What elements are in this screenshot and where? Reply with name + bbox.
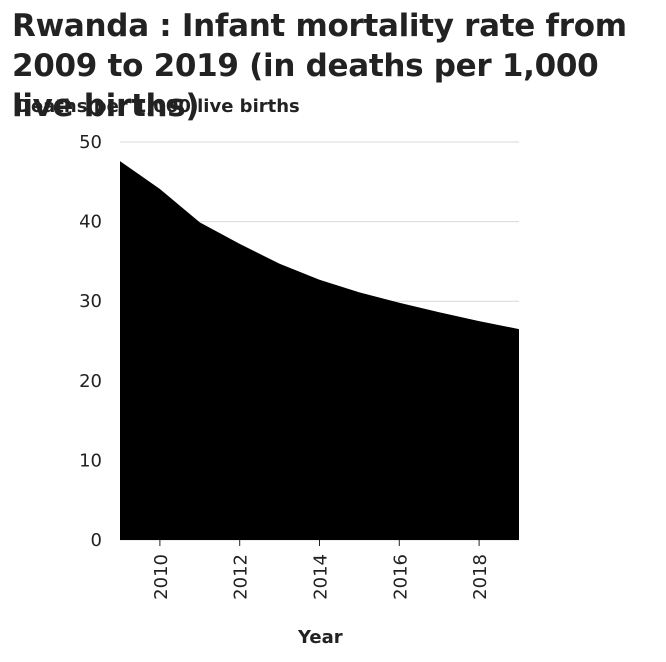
y-tick-label: 10 bbox=[79, 450, 102, 471]
x-tick-label: 2014 bbox=[311, 554, 332, 600]
y-tick-label: 50 bbox=[79, 132, 102, 153]
area-series bbox=[120, 161, 519, 540]
y-axis-label: Deaths per 1,000 live births bbox=[16, 96, 300, 117]
x-tick-label: 2010 bbox=[151, 554, 172, 600]
x-tick-label: 2018 bbox=[470, 554, 491, 600]
y-tick-label: 0 bbox=[91, 530, 102, 551]
x-axis-label: Year bbox=[298, 627, 343, 648]
x-axis-ticks: 2010 2012 2014 2016 2018 bbox=[151, 540, 491, 600]
y-tick-label: 30 bbox=[79, 291, 102, 312]
chart-title: Rwanda : Infant mortality rate from 2009… bbox=[12, 8, 627, 124]
x-tick-label: 2016 bbox=[390, 554, 411, 600]
y-axis-ticks: 0 10 20 30 40 50 bbox=[79, 132, 102, 551]
y-tick-label: 40 bbox=[79, 212, 102, 233]
x-tick-label: 2012 bbox=[231, 554, 252, 600]
y-tick-label: 20 bbox=[79, 371, 102, 392]
